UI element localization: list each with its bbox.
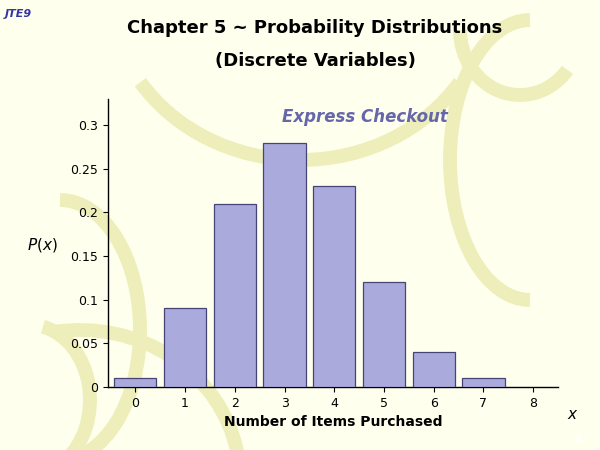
Bar <box>363 282 405 387</box>
Bar <box>214 204 256 387</box>
Bar <box>164 308 206 387</box>
Bar <box>263 143 305 387</box>
X-axis label: Number of Items Purchased: Number of Items Purchased <box>224 415 442 429</box>
Text: (Discrete Variables): (Discrete Variables) <box>215 52 415 70</box>
Text: $x$: $x$ <box>567 407 578 422</box>
Text: Chapter 5 ~ Probability Distributions: Chapter 5 ~ Probability Distributions <box>127 19 503 37</box>
Text: Express Checkout: Express Checkout <box>281 108 448 126</box>
Text: 1: 1 <box>575 432 583 445</box>
Text: JTE9: JTE9 <box>5 9 32 19</box>
Bar <box>413 352 455 387</box>
Bar <box>313 186 355 387</box>
Bar <box>462 378 505 387</box>
Text: $P(x)$: $P(x)$ <box>26 236 58 254</box>
Bar <box>114 378 157 387</box>
